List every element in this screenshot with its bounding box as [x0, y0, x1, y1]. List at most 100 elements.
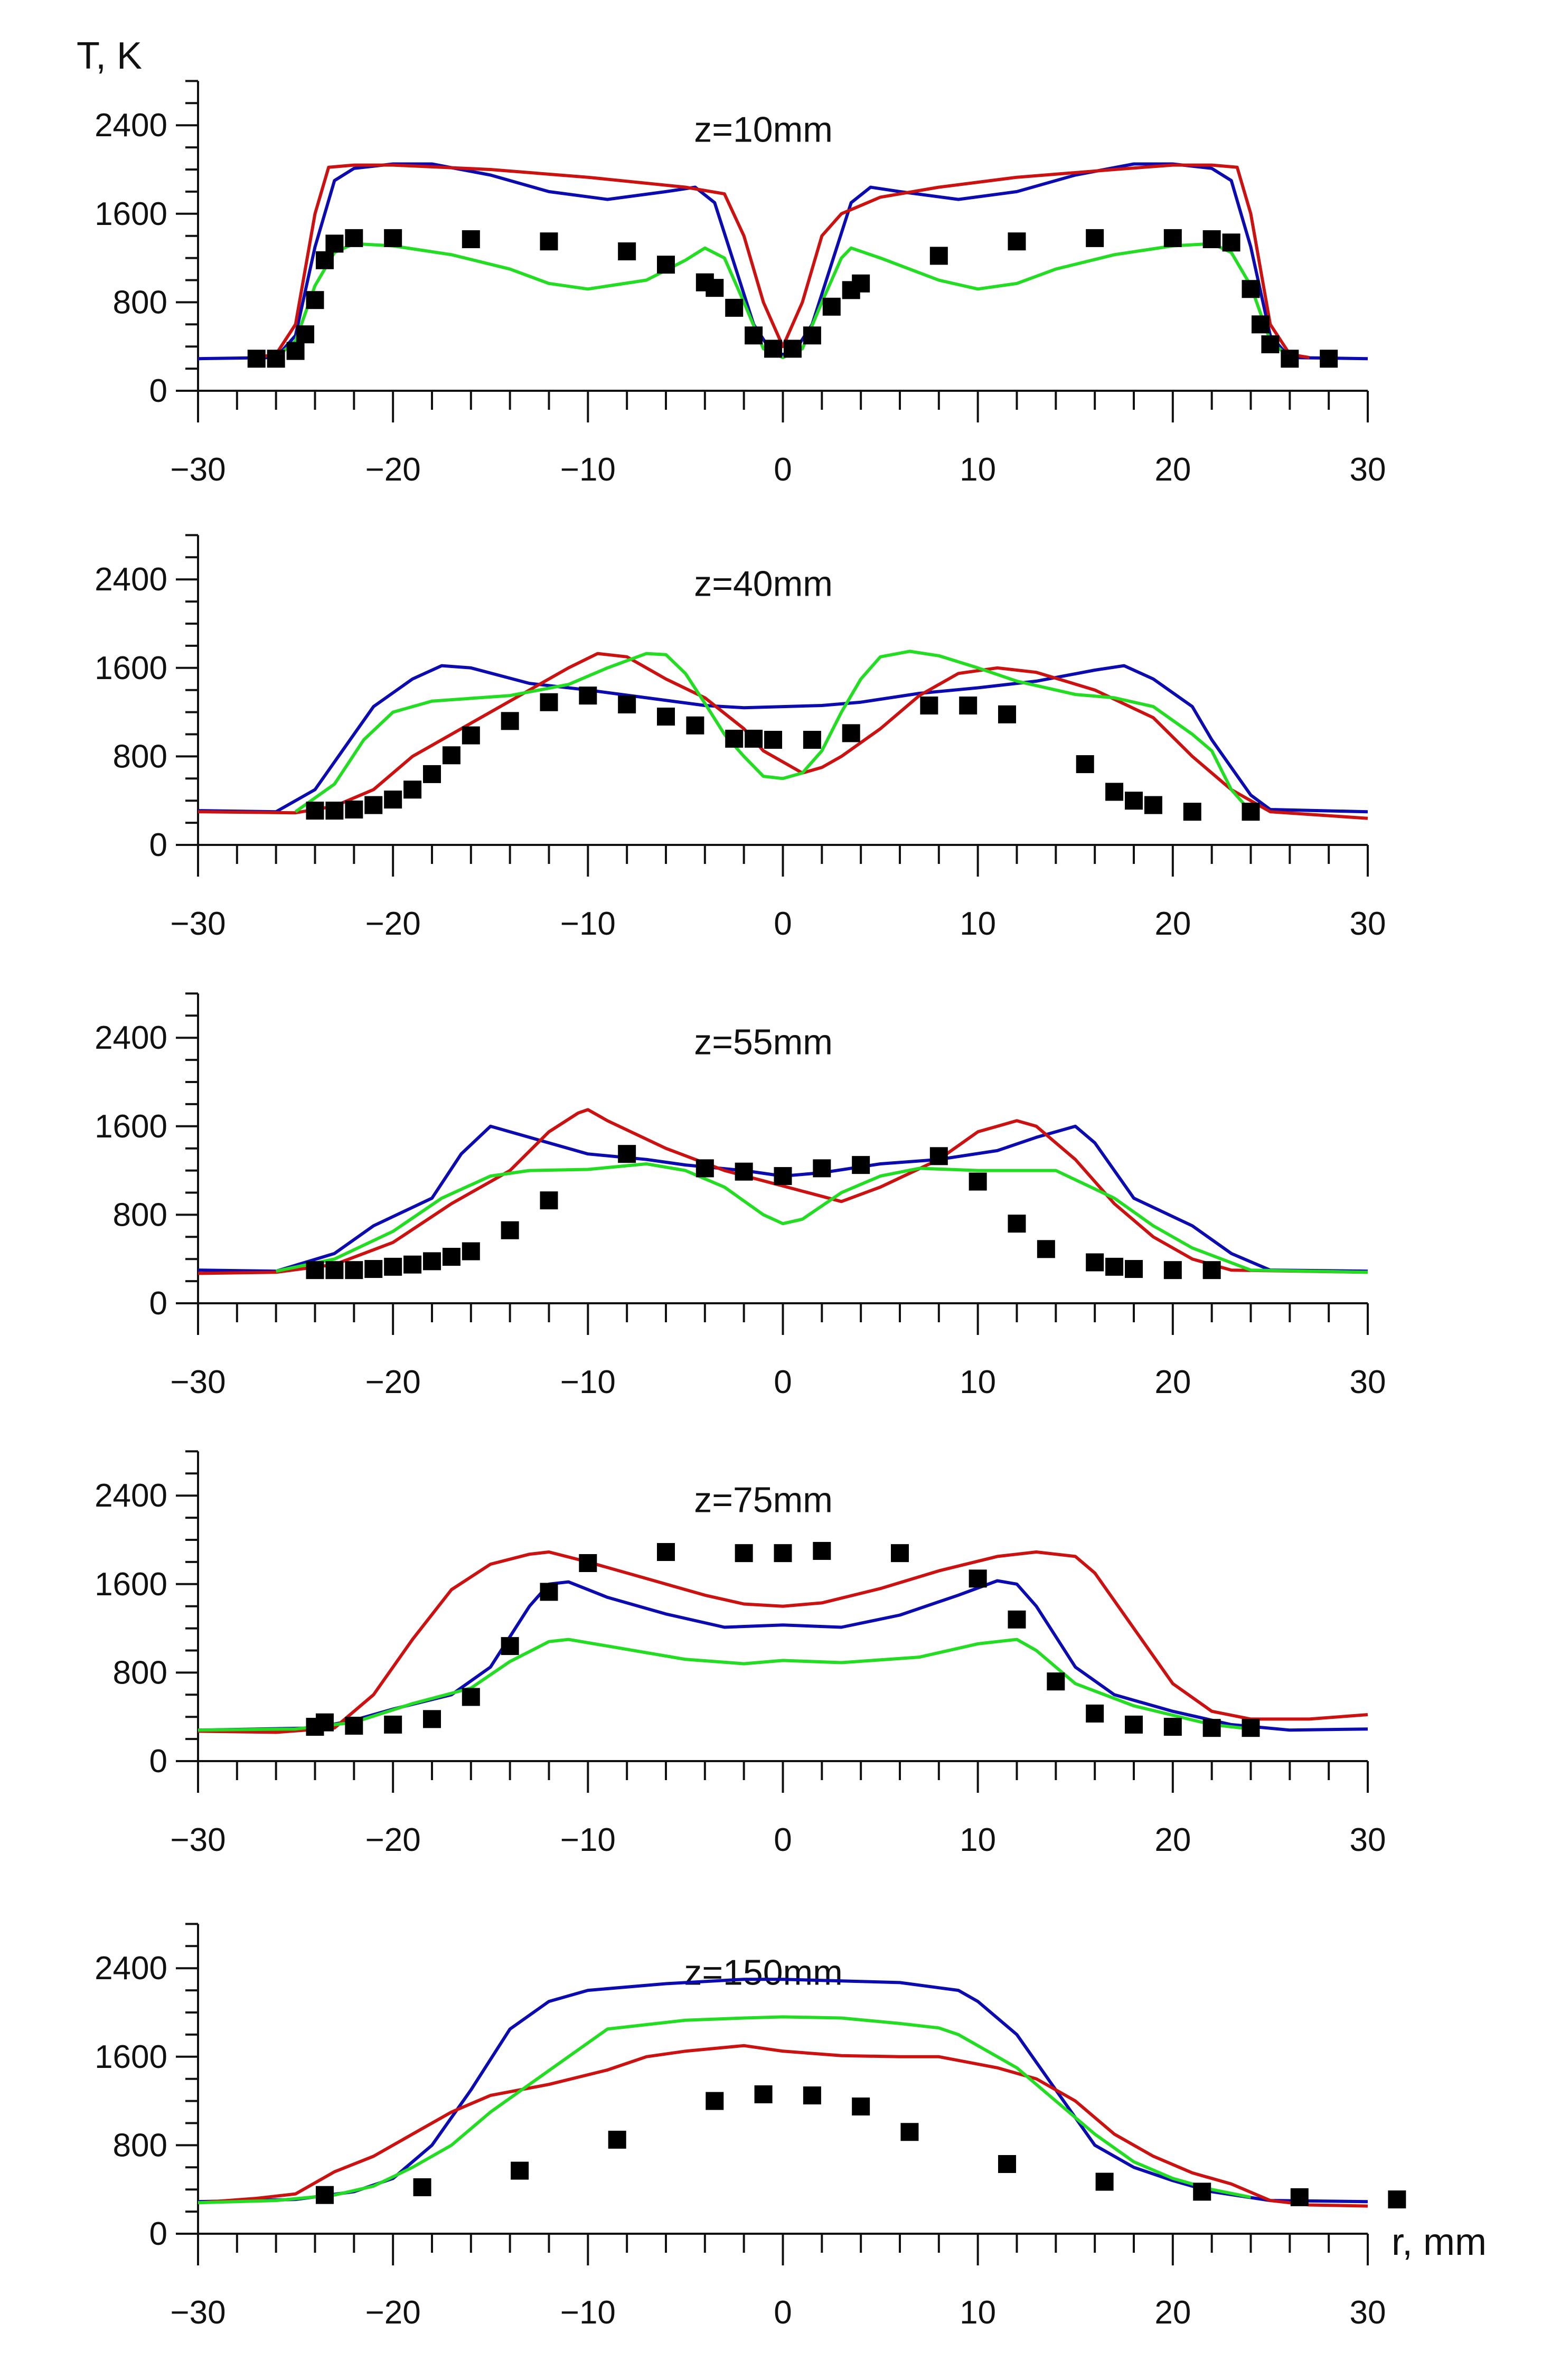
y-tick-label: 1600 [95, 1108, 167, 1145]
data-point [813, 1541, 831, 1560]
x-tick-label: 10 [960, 2294, 996, 2331]
panel-title: z=10mm [694, 109, 833, 149]
data-point [540, 1191, 558, 1210]
data-point [852, 1156, 870, 1174]
data-point [1388, 2190, 1406, 2209]
y-tick-label: 2400 [95, 1950, 167, 1987]
data-point [725, 298, 744, 317]
data-point [1202, 1719, 1221, 1737]
data-point [384, 791, 402, 809]
data-point [306, 1261, 324, 1280]
data-point [306, 802, 324, 820]
series-line [276, 1162, 1368, 1274]
data-point [735, 1162, 753, 1181]
y-tick-label: 2400 [95, 1020, 167, 1056]
x-tick-label: −20 [365, 1364, 421, 1400]
data-point [501, 1221, 519, 1239]
data-point [618, 1145, 636, 1163]
data-point [1242, 803, 1260, 821]
data-point [384, 1257, 402, 1276]
data-point [286, 342, 305, 360]
data-point [325, 1261, 344, 1280]
y-tick-label: 0 [149, 373, 167, 409]
data-point [423, 765, 441, 783]
y-tick-label: 800 [113, 738, 167, 775]
data-point [442, 746, 460, 765]
data-point [540, 232, 558, 251]
data-point [706, 279, 724, 297]
data-point [364, 796, 383, 814]
series-line [198, 162, 1368, 361]
x-tick-label: 0 [774, 451, 792, 488]
data-point [1242, 1719, 1260, 1737]
data-point [695, 1159, 714, 1178]
x-tick-label: −10 [560, 451, 616, 488]
series-line [256, 163, 1310, 360]
data-point [315, 251, 334, 269]
data-point [462, 230, 480, 248]
chart-panel: z=55mm 0 800 1600 2400 −30 −20 −10 0 10 20 30 [95, 992, 1386, 1400]
data-point [267, 350, 285, 368]
data-point [1163, 1718, 1182, 1736]
data-point [969, 1569, 987, 1588]
data-point [384, 229, 402, 247]
x-tick-label: 30 [1350, 451, 1386, 488]
data-point [1037, 1240, 1055, 1258]
data-point [315, 2186, 334, 2204]
x-tick-label: 0 [774, 906, 792, 942]
data-point [725, 729, 744, 748]
panel-title: z=40mm [694, 563, 833, 604]
y-tick-label: 800 [113, 1654, 167, 1691]
data-point [852, 274, 870, 293]
data-point [1008, 1610, 1026, 1629]
data-point [1125, 1260, 1143, 1278]
series-line [198, 652, 1368, 820]
data-point [803, 326, 821, 345]
data-point [403, 780, 422, 799]
data-point [296, 325, 315, 344]
data-point [803, 730, 821, 749]
data-point [325, 802, 344, 820]
y-tick-label: 1600 [95, 196, 167, 232]
x-tick-label: 30 [1350, 1822, 1386, 1858]
y-tick-label: 800 [113, 2127, 167, 2163]
data-point [1163, 229, 1182, 247]
data-point [929, 1147, 948, 1165]
data-point [1086, 229, 1104, 247]
data-point [920, 697, 938, 715]
data-point [657, 707, 675, 726]
data-point [1086, 1704, 1104, 1723]
y-tick-label: 2400 [95, 107, 167, 144]
data-point [1144, 796, 1162, 814]
data-point [969, 1172, 987, 1191]
y-axis-title: T, K [77, 35, 142, 77]
data-point [735, 1544, 753, 1563]
x-tick-label: −10 [560, 1364, 616, 1400]
x-tick-label: −30 [170, 451, 225, 488]
data-point [1281, 350, 1299, 368]
data-point [1193, 2183, 1211, 2201]
data-point [618, 695, 636, 713]
data-point [706, 2092, 724, 2110]
x-tick-label: −20 [365, 906, 421, 942]
data-point [852, 2097, 870, 2116]
y-tick-label: 0 [149, 827, 167, 863]
data-point [745, 326, 763, 345]
x-tick-label: 30 [1350, 2294, 1386, 2331]
data-point [813, 1159, 831, 1178]
x-tick-label: −10 [560, 1822, 616, 1858]
data-point [1125, 1715, 1143, 1734]
data-point [501, 712, 519, 730]
data-point [462, 1242, 480, 1260]
chart-panel: z=150mm 0 800 1600 2400 −30 −20 −10 0 10 20 30 [95, 1923, 1406, 2331]
data-point [754, 2085, 773, 2104]
data-point [1047, 1672, 1065, 1691]
series-line [198, 1579, 1368, 1732]
panel-title: z=55mm [694, 1022, 833, 1062]
data-point [1105, 783, 1124, 801]
data-point [403, 1255, 422, 1274]
series-line [198, 2044, 1368, 2208]
series-line [198, 1550, 1368, 1734]
data-point [442, 1248, 460, 1266]
